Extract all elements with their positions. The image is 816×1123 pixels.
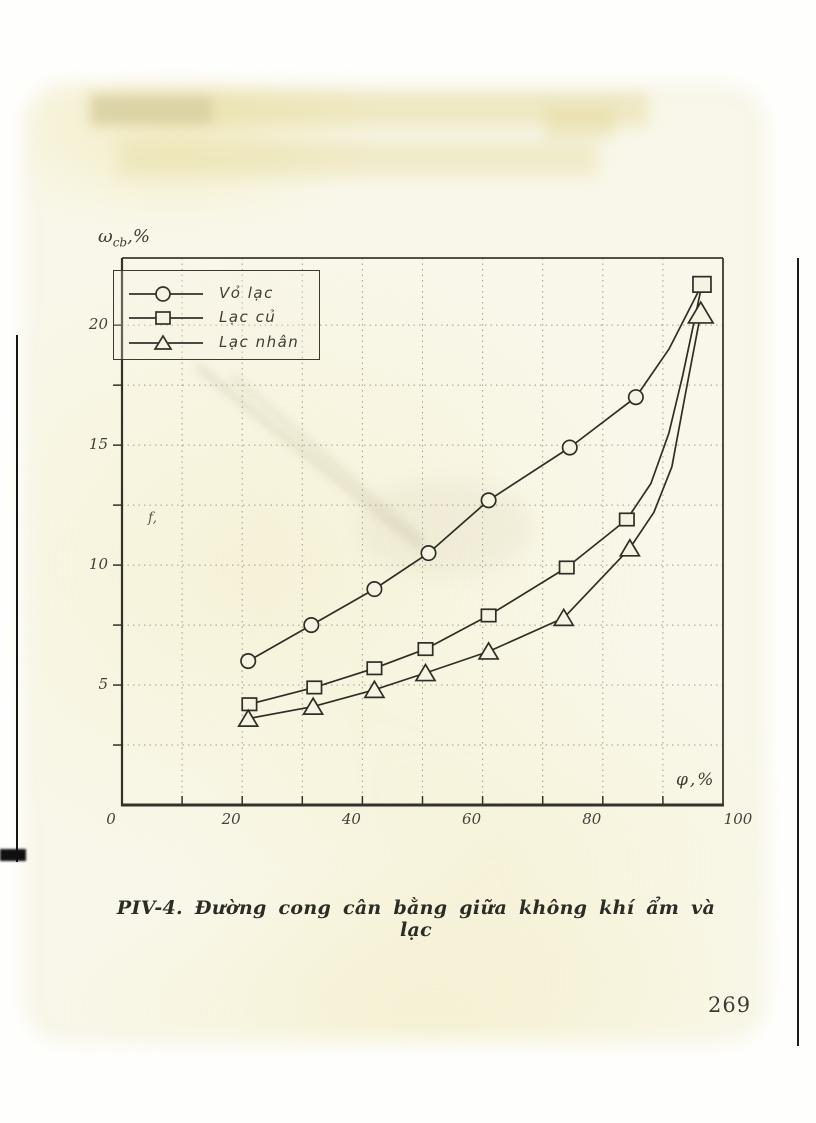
x-tick-label: 100: [723, 810, 753, 828]
scan-artifact-blob: [0, 849, 26, 861]
legend-item-vo-lac: Vỏ lạc: [114, 282, 319, 306]
figure-caption: PIV-4. Đường cong cân bằng giữa không kh…: [116, 897, 716, 941]
series-marker-2: [237, 708, 260, 727]
x-tick-label: 60: [462, 810, 482, 828]
circle-marker-icon: [129, 286, 203, 302]
y-axis-label: ωcb,%: [98, 226, 150, 250]
series-marker-0: [627, 389, 644, 406]
series-marker-0: [420, 545, 437, 562]
series-marker-2: [363, 679, 386, 699]
x-tick-label: 40: [341, 810, 361, 828]
triangle-marker-icon: [129, 334, 203, 350]
series-marker-1: [366, 661, 383, 676]
series-marker-2: [302, 696, 325, 715]
series-marker-1: [692, 275, 712, 293]
series-marker-1: [558, 560, 575, 575]
stray-ink-mark: f,: [148, 510, 158, 526]
series-marker-0: [366, 581, 383, 598]
page-number: 269: [708, 993, 752, 1017]
legend-item-lac-nhan: Lạc nhân: [114, 331, 319, 355]
series-marker-0: [480, 492, 497, 509]
series-marker-1: [241, 697, 258, 712]
scan-artifact-left-edge: [16, 335, 18, 862]
series-marker-0: [240, 653, 257, 670]
x-tick-label: 80: [582, 810, 602, 828]
scan-artifact-right-edge: [797, 258, 799, 1046]
y-tick-label: 20: [88, 315, 108, 334]
x-tick-label: 20: [221, 810, 241, 828]
series-marker-0: [561, 439, 578, 456]
series-marker-1: [480, 608, 497, 623]
series-marker-0: [303, 617, 320, 634]
series-marker-2: [477, 641, 500, 660]
chart-legend: Vỏ lạc Lạc củ Lạc nhân: [113, 270, 320, 360]
series-marker-1: [417, 642, 434, 657]
series-marker-1: [618, 512, 635, 527]
y-axis-subscript: cb: [112, 235, 128, 250]
series-marker-1: [306, 680, 323, 695]
y-tick-label: 10: [88, 555, 108, 574]
series-marker-2: [686, 300, 715, 324]
legend-label: Vỏ lạc: [219, 284, 274, 302]
legend-label: Lạc nhân: [219, 333, 300, 351]
y-axis-symbol: ω: [98, 226, 113, 247]
y-axis-unit: ,%: [127, 226, 150, 247]
x-axis-label: φ,%: [676, 770, 716, 790]
y-tick-label: 5: [98, 675, 108, 694]
series-marker-2: [618, 538, 641, 557]
legend-item-lac-cu: Lạc củ: [114, 306, 319, 330]
y-tick-label: 15: [88, 435, 108, 454]
x-tick-label: 0: [106, 810, 116, 828]
square-marker-icon: [129, 311, 203, 325]
series-marker-2: [414, 662, 437, 682]
legend-label: Lạc củ: [219, 308, 277, 326]
series-marker-2: [552, 607, 575, 627]
paper-stain: [24, 84, 766, 1042]
